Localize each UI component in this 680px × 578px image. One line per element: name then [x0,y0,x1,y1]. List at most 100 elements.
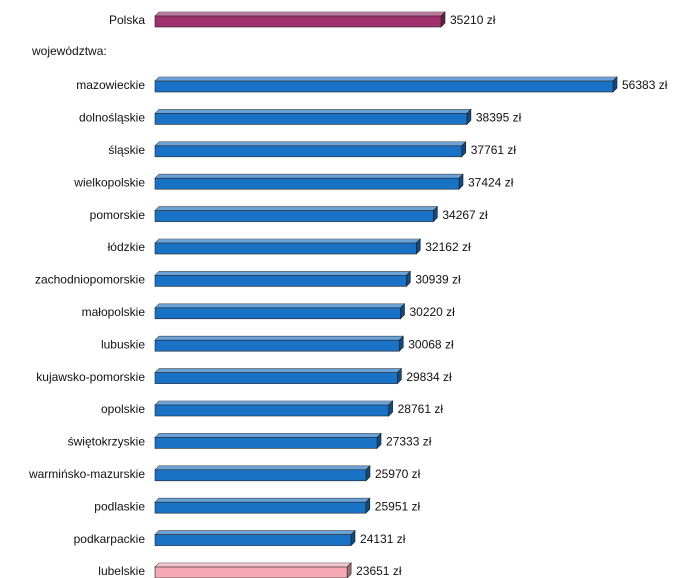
bar [154,303,406,320]
bar [154,335,404,352]
bar [154,270,412,288]
bar-side-shade [441,12,446,27]
value-label: 27333 zł [386,435,432,449]
bar-front [154,307,401,320]
value-label: 37761 zł [471,143,517,157]
value-label: 30220 zł [409,305,455,319]
category-label: opolskie [101,402,145,416]
bar-side-shade [406,271,411,287]
bar-top-shade [155,401,393,405]
bar-top-shade [155,563,352,567]
bar-top-shade [155,465,370,470]
bar-top-shade [155,141,466,146]
category-label: dolnośląskie [79,111,145,125]
bar-front [154,113,468,125]
bar-top-shade [155,77,617,81]
bar-front [154,275,407,287]
category-label: kujawsko-pomorskie [36,370,145,384]
bar [154,108,472,126]
bar-front [154,372,398,384]
value-label: 24131 zł [360,532,406,546]
category-label: wielkopolskie [73,175,145,189]
bar-side-shade [388,401,393,416]
bar-front [154,242,417,255]
category-label: Polska [109,13,145,27]
bar-front [154,80,614,93]
category-label: lubuskie [101,337,145,351]
bar [154,11,446,28]
bar-side-shade [416,239,421,254]
bar-side-shade [461,141,466,157]
bar [154,173,464,190]
value-label: 34267 zł [442,208,488,222]
category-label: mazowieckie [76,78,145,92]
category-label: łódzkie [108,240,146,254]
bar-front [154,469,367,482]
bar-side-shade [397,368,402,384]
bar-front [154,501,367,514]
bar [154,497,371,514]
category-label: lubelskie [98,564,145,578]
bar-side-shade [400,303,405,319]
value-label: 25951 zł [375,499,421,513]
bar [154,400,394,417]
group-label: województwa: [31,44,107,58]
bar-top-shade [155,174,463,179]
bar [154,205,439,223]
bar-front [154,534,352,546]
bar-front [154,15,442,28]
bar [154,238,421,255]
bar-front [154,437,378,449]
bar-side-shade [613,77,617,92]
value-label: 28761 zł [398,402,444,416]
bar [154,141,467,158]
value-label: 23651 zł [356,564,402,578]
bar-front [154,404,389,417]
value-label: 56383 zł [622,78,668,92]
bar-top-shade [155,12,446,16]
value-label: 38395 zł [476,111,522,125]
category-label: warmińsko-mazurskie [28,467,145,481]
bar-top-shade [155,206,438,211]
value-label: 35210 zł [450,13,496,27]
bar-side-shade [433,206,438,222]
bar-side-shade [458,174,463,190]
bar-top-shade [155,498,370,503]
bar-side-shade [399,336,404,352]
bar-top-shade [155,433,382,438]
bar-top-shade [155,271,411,276]
value-label: 30068 zł [408,337,454,351]
bar-top-shade [155,109,471,114]
bar-side-shade [351,530,356,546]
bar [154,529,356,547]
bar [154,432,382,450]
value-label: 32162 zł [425,240,471,254]
category-label: podlaskie [94,499,145,513]
category-label: podkarpackie [74,532,146,546]
bar-side-shade [365,465,370,481]
category-label: zachodniopomorskie [35,273,145,287]
bar [154,367,403,385]
bar-front [154,339,400,352]
bar-front [154,145,463,158]
bar-top-shade [155,336,404,341]
bar-side-shade [365,498,370,514]
bar-side-shade [347,563,352,578]
value-label: 29834 zł [406,370,452,384]
value-label: 37424 zł [468,175,514,189]
bar-top-shade [155,303,405,308]
bar [154,76,618,93]
bar [154,465,371,482]
category-label: świętokrzyskie [68,435,146,449]
category-label: pomorskie [90,208,146,222]
bar-front [154,177,460,190]
bar-side-shade [466,109,471,125]
value-label: 30939 zł [415,273,461,287]
bar-side-shade [377,433,382,449]
value-label: 25970 zł [375,467,421,481]
bar-top-shade [155,530,356,535]
bar-front [154,210,434,222]
bar [154,562,352,578]
bar-top-shade [155,368,402,373]
